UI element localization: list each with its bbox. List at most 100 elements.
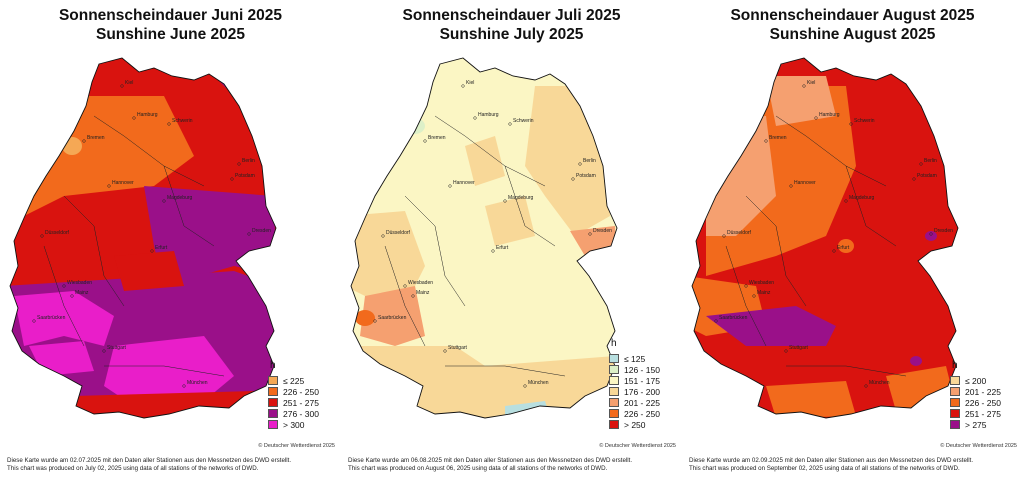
city-label: Hamburg — [478, 112, 499, 118]
city-label: Bremen — [428, 135, 446, 141]
germany-sunshine-map-june: Kiel Hamburg Schwerin Bremen Berlin Hannover P… — [4, 46, 304, 432]
map-panel-july: Sonnenscheindauer Juli 2025 Sunshine Jul… — [341, 0, 682, 482]
legend-label: 226 - 250 — [624, 408, 660, 419]
legend-label: 276 - 300 — [283, 408, 319, 419]
city-label: Saarbrücken — [378, 315, 407, 321]
city-label: Düsseldorf — [727, 230, 752, 236]
city-label: Stuttgart — [789, 345, 809, 351]
city-label: Erfurt — [496, 245, 509, 251]
city-marker — [508, 122, 512, 126]
germany-sunshine-map-july: Kiel Hamburg Schwerin Bremen Berlin Hannover P… — [345, 46, 645, 432]
city-marker — [150, 249, 154, 253]
city-marker — [373, 319, 377, 323]
legend-label: 201 - 225 — [624, 397, 660, 408]
legend-item: ≤ 200 — [950, 375, 1001, 386]
footnote: Diese Karte wurde am 02.09.2025 mit den … — [689, 457, 973, 473]
city-label: Bremen — [769, 135, 787, 141]
city-label: Mainz — [757, 290, 771, 296]
city-marker — [461, 84, 465, 88]
city-labels: Kiel Hamburg Schwerin Bremen Berlin Hannover P… — [714, 80, 953, 388]
city-label: Magdeburg — [167, 195, 193, 201]
city-label: Wiesbaden — [67, 280, 92, 286]
city-marker — [423, 139, 427, 143]
panel-title: Sonnenscheindauer Juni 2025 Sunshine Jun… — [0, 6, 341, 44]
legend-swatch — [950, 420, 960, 429]
city-label: Hamburg — [819, 112, 840, 118]
title-german: Sonnenscheindauer Juli 2025 — [402, 7, 621, 24]
footnote-english: This chart was produced on August 06, 20… — [348, 465, 608, 472]
legend-swatch — [609, 398, 619, 407]
legend-label: ≤ 200 — [965, 375, 987, 386]
copyright: © Deutscher Wetterdienst 2025 — [599, 443, 676, 449]
footnote-german: Diese Karte wurde am 02.09.2025 mit den … — [689, 457, 974, 464]
legend-item: 226 - 250 — [268, 386, 319, 397]
city-label: Wiesbaden — [408, 280, 433, 286]
city-marker — [40, 234, 44, 238]
legend-swatch — [268, 387, 278, 396]
city-labels: Kiel Hamburg Schwerin Bremen Berlin Hannover P… — [373, 80, 612, 388]
city-marker — [448, 184, 452, 188]
city-label: Potsdam — [576, 173, 596, 179]
city-marker — [588, 232, 592, 236]
title-english: Sunshine June 2025 — [95, 26, 246, 43]
legend-unit: h — [952, 360, 958, 371]
city-marker — [503, 199, 507, 203]
footnote: Diese Karte wurde am 06.08.2025 mit den … — [348, 457, 632, 473]
legend-item: 126 - 150 — [609, 364, 660, 375]
map-panel-june: Sonnenscheindauer Juni 2025 Sunshine Jun… — [0, 0, 341, 482]
map-panel-august: Sonnenscheindauer August 2025 Sunshine A… — [682, 0, 1023, 482]
city-marker — [764, 139, 768, 143]
city-label: Hamburg — [137, 112, 158, 118]
city-marker — [102, 349, 106, 353]
legend-swatch — [609, 409, 619, 418]
city-marker — [411, 294, 415, 298]
city-marker — [849, 122, 853, 126]
legend-july: h ≤ 125 126 - 150 151 - 175 176 - 200 20… — [609, 338, 660, 430]
city-marker — [167, 122, 171, 126]
city-label: Stuttgart — [448, 345, 468, 351]
city-marker — [864, 384, 868, 388]
legend-label: 251 - 275 — [283, 397, 319, 408]
city-marker — [784, 349, 788, 353]
city-label: Schwerin — [513, 118, 534, 124]
title-german: Sonnenscheindauer August 2025 — [730, 7, 975, 24]
legend-label: > 275 — [965, 419, 987, 430]
city-label: Düsseldorf — [386, 230, 411, 236]
city-marker — [814, 116, 818, 120]
legend-label: 201 - 225 — [965, 386, 1001, 397]
city-label: Kiel — [125, 80, 133, 86]
city-marker — [230, 177, 234, 181]
city-label: Hannover — [453, 180, 475, 186]
city-label: Mainz — [416, 290, 430, 296]
city-marker — [473, 116, 477, 120]
city-label: Mainz — [75, 290, 89, 296]
city-label: Dresden — [934, 228, 953, 234]
legend-item: 226 - 250 — [609, 408, 660, 419]
city-label: Berlin — [924, 158, 937, 164]
legend-swatch — [609, 387, 619, 396]
city-marker — [571, 177, 575, 181]
legend-item: 201 - 225 — [950, 386, 1001, 397]
legend-swatch — [609, 376, 619, 385]
city-marker — [912, 177, 916, 181]
legend-unit: h — [611, 338, 617, 349]
legend-item: 201 - 225 — [609, 397, 660, 408]
city-label: Erfurt — [155, 245, 168, 251]
city-marker — [523, 384, 527, 388]
legend-swatch — [609, 365, 619, 374]
city-label: Bremen — [87, 135, 105, 141]
city-marker — [247, 232, 251, 236]
legend-label: 126 - 150 — [624, 364, 660, 375]
legend-swatch — [950, 387, 960, 396]
city-label: Magdeburg — [849, 195, 875, 201]
footnote-german: Diese Karte wurde am 02.07.2025 mit den … — [7, 457, 292, 464]
city-marker — [789, 184, 793, 188]
legend-item: 226 - 250 — [950, 397, 1001, 408]
city-label: Kiel — [466, 80, 474, 86]
legend-label: 226 - 250 — [283, 386, 319, 397]
legend-swatch — [268, 376, 278, 385]
city-marker — [237, 162, 241, 166]
legend-august: h ≤ 200 201 - 225 226 - 250 251 - 275 > … — [950, 360, 1001, 430]
footnote-english: This chart was produced on September 02,… — [689, 465, 960, 472]
city-marker — [844, 199, 848, 203]
